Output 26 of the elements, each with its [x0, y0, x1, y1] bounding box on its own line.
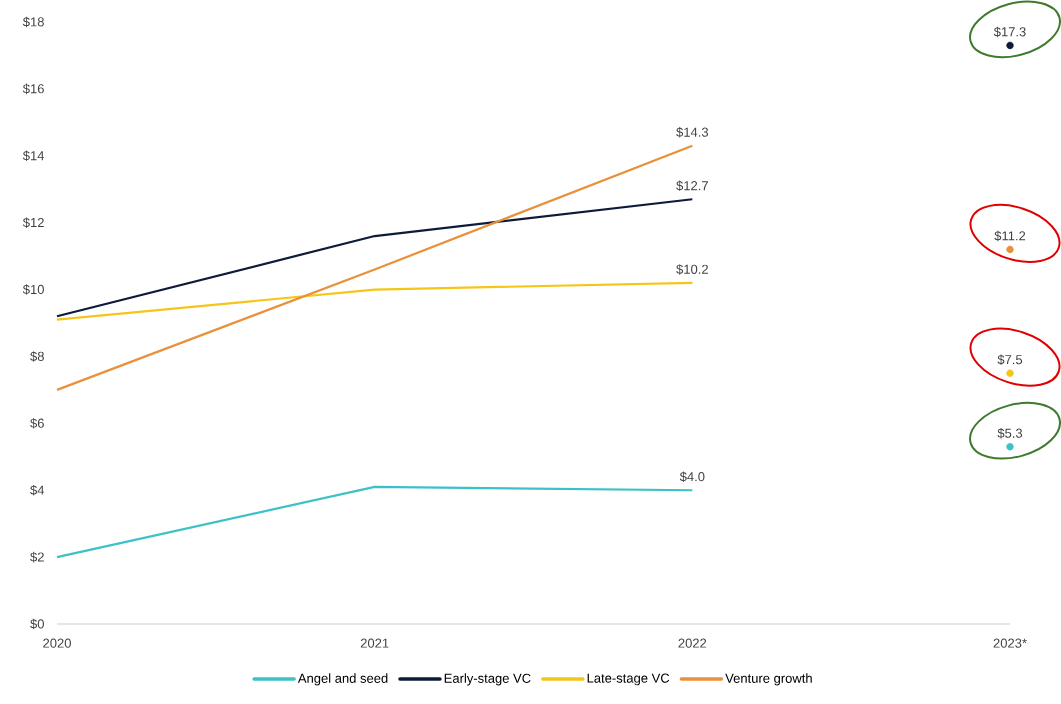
legend-label: Late-stage VC [587, 673, 670, 686]
x-tick-label: 2020 [43, 638, 71, 648]
data-label: $5.3 [997, 428, 1023, 439]
x-tick-label: 2023* [993, 638, 1027, 648]
y-tick-label: $10 [22, 284, 44, 295]
y-tick-label: $6 [30, 418, 44, 429]
data-label: $12.7 [676, 180, 708, 192]
y-tick-label: $12 [22, 217, 44, 228]
x-tick-label: 2022 [678, 638, 707, 648]
legend-label: Early-stage VC [444, 673, 531, 686]
y-tick-label: $16 [22, 83, 44, 95]
y-tick-label: $18 [22, 16, 44, 28]
data-label: $14.3 [676, 127, 709, 138]
y-tick-label: $8 [30, 351, 44, 362]
data-label: $10.2 [676, 264, 708, 275]
x-tick-label: 2021 [360, 638, 389, 648]
legend-label: Venture growth [725, 673, 812, 686]
data-label: $4.0 [679, 471, 705, 483]
y-tick-label: $0 [30, 618, 44, 630]
legend-label: Angel and seed [297, 673, 388, 686]
data-label: $7.5 [997, 354, 1023, 365]
data-label: $11.2 [994, 230, 1026, 242]
y-tick-label: $2 [30, 551, 44, 563]
data-label: $17.3 [993, 26, 1026, 38]
y-tick-label: $14 [22, 150, 45, 162]
y-tick-label: $4 [30, 484, 45, 496]
